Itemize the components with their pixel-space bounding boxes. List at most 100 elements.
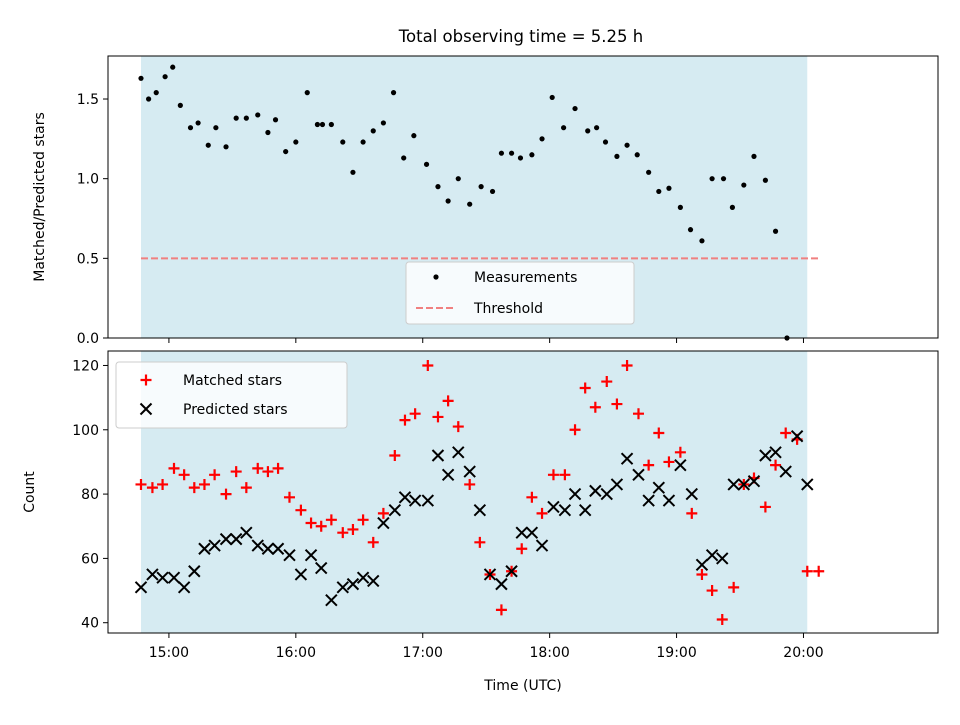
matched-point (579, 382, 591, 394)
measurement-point (517, 155, 524, 161)
predicted-point (515, 526, 528, 539)
matched-point (422, 359, 434, 371)
matched-point (325, 514, 337, 526)
matched-point (569, 424, 581, 436)
measurement-point (634, 152, 640, 158)
matched-point (474, 536, 486, 548)
predicted-point (431, 449, 445, 462)
legend-matched-marker (140, 374, 152, 386)
x-tick-label: 20:00 (783, 645, 823, 661)
axes-frame (107, 350, 939, 634)
x-tick-label: 19:00 (656, 645, 696, 661)
predicted-point (801, 478, 814, 491)
measurement-point (572, 105, 578, 112)
matched-point (663, 456, 675, 468)
matched-point (337, 527, 349, 539)
y-tick-label: 1.5 (77, 92, 99, 108)
matched-point (315, 520, 327, 532)
y-tick-label: 100 (72, 423, 99, 439)
x-tick-label: 17:00 (403, 645, 443, 661)
measurement-point (340, 139, 346, 145)
figure-title: Total observing time = 5.25 h (398, 27, 643, 46)
predicted-point (251, 539, 264, 552)
predicted-point (325, 593, 338, 607)
predicted-point (240, 526, 253, 539)
predicted-point (208, 539, 221, 552)
measurement-point (614, 153, 620, 159)
measurement-point (390, 90, 397, 96)
predicted-point (134, 581, 148, 594)
predicted-point (483, 568, 497, 581)
matched-point (283, 491, 295, 503)
y-tick-label: 40 (81, 616, 99, 632)
measurement-point (489, 188, 496, 195)
matched-point (801, 565, 813, 577)
matched-point (178, 469, 190, 481)
measurement-point (272, 117, 279, 123)
measurement-point (177, 102, 183, 108)
matched-point (377, 507, 389, 519)
matched-point (601, 376, 613, 388)
predicted-point (167, 571, 181, 584)
measurement-point (314, 121, 321, 128)
measurement-point (243, 115, 249, 121)
measurement-point (223, 144, 229, 150)
measurement-point (549, 94, 555, 101)
matched-point (409, 408, 421, 420)
predicted-point (388, 503, 402, 517)
matched-point (357, 514, 369, 526)
predicted-point (769, 446, 782, 459)
matched-point (589, 401, 601, 413)
legend-box (405, 261, 635, 325)
measurement-point (170, 64, 176, 70)
count-panel: 40 60 80 100 120 15:00 16:00 17:00 18:00 19:00 20:… (22, 350, 939, 694)
y-tick-label: 0.5 (77, 251, 99, 267)
measurement-point (153, 90, 159, 96)
measurement-point (741, 182, 747, 188)
measurement-point (304, 90, 310, 96)
measurement-point (699, 238, 705, 244)
measurement-point (687, 227, 694, 233)
measurement-point (445, 198, 451, 204)
matched-point (716, 613, 728, 625)
measurement-point (772, 228, 779, 234)
y-tick-label: 1.0 (77, 172, 99, 188)
matched-point (399, 414, 411, 426)
measurement-point (319, 121, 326, 128)
measurement-point (162, 74, 168, 80)
measurement-point (265, 129, 271, 136)
measurement-point (360, 139, 366, 145)
matched-point (621, 359, 633, 371)
predicted-point (652, 481, 666, 494)
matched-point (495, 604, 507, 616)
legend-threshold-label: Threshold (473, 301, 543, 317)
matched-point (305, 517, 317, 529)
measurement-point (293, 139, 299, 145)
predicted-point (398, 491, 412, 504)
matched-point (135, 478, 147, 490)
axes-frame (107, 55, 939, 339)
legend-predicted-label: Predicted stars (183, 402, 288, 418)
matched-point (464, 478, 476, 490)
predicted-point (632, 468, 645, 482)
predicted-point (547, 500, 560, 514)
predicted-point (294, 568, 308, 581)
measurement-point (709, 176, 715, 182)
matched-point (770, 459, 782, 471)
measurement-point (529, 152, 535, 158)
matched-point (759, 501, 771, 513)
matched-point (252, 462, 264, 474)
measurement-point (729, 204, 736, 210)
predicted-point (747, 475, 761, 488)
matched-point (728, 581, 740, 593)
matched-point (611, 398, 623, 410)
matched-point (240, 482, 252, 494)
measurement-point (213, 125, 219, 131)
measurement-point (561, 125, 567, 131)
measurement-point (656, 188, 662, 195)
matched-point (526, 491, 538, 503)
matched-point (347, 523, 359, 535)
matched-point (432, 411, 444, 423)
predicted-point (283, 548, 296, 562)
predicted-point (535, 539, 549, 552)
